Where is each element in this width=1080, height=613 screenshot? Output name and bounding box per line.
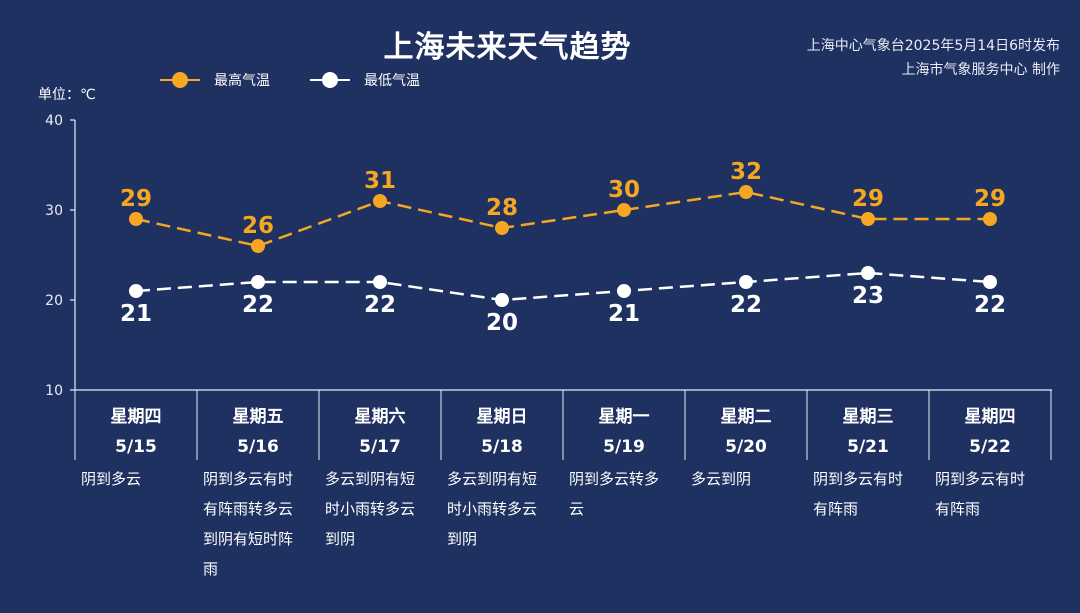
weather-line: 多云到阴有短 [325, 470, 415, 488]
high-temp-point [129, 212, 143, 226]
high-temp-point [983, 212, 997, 226]
y-tick-label: 40 [45, 113, 63, 129]
x-category-date: 5/15 [115, 437, 157, 457]
low-temp-label: 21 [608, 301, 640, 327]
high-temp-point [251, 239, 265, 253]
issuer-line-2: 上海市气象服务中心 制作 [901, 62, 1060, 78]
weather-line: 到阴有短时阵 [203, 530, 293, 548]
legend-item-high: 最高气温 [160, 70, 270, 90]
legend-item-low: 最低气温 [310, 70, 420, 90]
weather-description: 阴到多云 [81, 470, 141, 488]
high-temp-point [495, 221, 509, 235]
x-category-date: 5/21 [847, 437, 889, 457]
low-temp-point [373, 275, 387, 289]
x-category-date: 5/20 [725, 437, 767, 457]
weather-line: 有阵雨 [935, 500, 980, 518]
low-temp-label: 21 [120, 301, 152, 327]
high-temp-point [861, 212, 875, 226]
x-category-weekday: 星期日 [477, 407, 528, 427]
weather-line: 到阴 [325, 530, 355, 548]
weather-description: 阴到多云转多云 [569, 470, 659, 518]
x-category-date: 5/22 [969, 437, 1011, 457]
low-temp-point [739, 275, 753, 289]
weather-line: 时小雨转多云 [447, 500, 537, 518]
weather-line: 云 [569, 500, 584, 518]
weather-description: 多云到阴有短时小雨转多云到阴 [447, 470, 537, 548]
issuer-info: 上海中心气象台2025年5月14日6时发布 上海市气象服务中心 制作 [807, 34, 1060, 82]
y-tick-label: 20 [45, 293, 63, 309]
low-temp-point [617, 284, 631, 298]
weather-line: 阴到多云转多 [569, 470, 659, 488]
weather-line: 多云到阴 [691, 470, 751, 488]
issuer-line-1: 上海中心气象台2025年5月14日6时发布 [806, 38, 1060, 54]
weather-line: 时小雨转多云 [325, 500, 415, 518]
low-temp-point [983, 275, 997, 289]
weather-description: 阴到多云有时有阵雨 [813, 470, 903, 518]
x-category-weekday: 星期六 [355, 406, 406, 427]
high-temp-label: 29 [120, 186, 152, 212]
high-temp-label: 31 [364, 168, 396, 194]
y-tick-label: 10 [45, 383, 63, 399]
low-temp-point [861, 266, 875, 280]
x-category-weekday: 星期二 [721, 407, 772, 427]
legend-swatch-high [160, 72, 200, 88]
weather-description: 多云到阴 [691, 470, 751, 488]
x-category-date: 5/18 [481, 437, 523, 457]
y-tick-label: 30 [45, 203, 63, 219]
low-temp-label: 22 [364, 292, 396, 318]
low-temp-label: 20 [486, 310, 518, 336]
legend-swatch-low [310, 72, 350, 88]
weather-line: 有阵雨转多云 [203, 500, 293, 518]
weather-line: 到阴 [447, 530, 477, 548]
legend-label-low: 最低气温 [364, 73, 420, 89]
x-category-weekday: 星期四 [111, 407, 162, 427]
low-temp-line [135, 271, 991, 302]
x-category-weekday: 星期三 [843, 407, 894, 427]
x-category-weekday: 星期四 [965, 407, 1016, 427]
x-category-weekday: 星期五 [233, 407, 284, 427]
weather-line: 阴到多云有时 [813, 470, 903, 488]
weather-description: 阴到多云有时有阵雨 [935, 470, 1025, 518]
high-temp-point [373, 194, 387, 208]
x-category-date: 5/19 [603, 437, 645, 457]
low-temp-point [495, 293, 509, 307]
high-temp-label: 29 [974, 186, 1006, 212]
weather-line: 阴到多云有时 [935, 470, 1025, 488]
x-category-date: 5/17 [359, 437, 401, 457]
weather-line: 阴到多云有时 [203, 470, 293, 488]
x-category-weekday: 星期一 [599, 407, 650, 427]
low-temp-point [129, 284, 143, 298]
high-temp-label: 29 [852, 186, 884, 212]
low-temp-label: 22 [974, 292, 1006, 318]
y-axis-unit-label: 单位：℃ [38, 87, 96, 103]
chart-title: 上海未来天气趋势 [383, 30, 632, 65]
high-temp-point [617, 203, 631, 217]
high-temp-label: 28 [486, 195, 518, 221]
legend: 最高气温 最低气温 [160, 70, 420, 90]
high-temp-label: 32 [730, 159, 762, 185]
x-category-date: 5/16 [237, 437, 279, 457]
legend-label-high: 最高气温 [214, 73, 270, 89]
low-temp-label: 23 [852, 283, 884, 309]
low-temp-label: 22 [730, 292, 762, 318]
weather-line: 有阵雨 [813, 500, 858, 518]
weather-description: 阴到多云有时有阵雨转多云到阴有短时阵雨 [203, 470, 293, 578]
high-temp-label: 26 [242, 213, 274, 239]
high-temp-point [739, 185, 753, 199]
high-temp-label: 30 [608, 177, 640, 203]
low-temp-label: 22 [242, 292, 274, 318]
weather-line: 阴到多云 [81, 470, 141, 488]
weather-line: 雨 [203, 560, 218, 578]
weather-description: 多云到阴有短时小雨转多云到阴 [325, 470, 415, 548]
weather-line: 多云到阴有短 [447, 470, 537, 488]
high-temp-line [135, 190, 990, 248]
low-temp-point [251, 275, 265, 289]
